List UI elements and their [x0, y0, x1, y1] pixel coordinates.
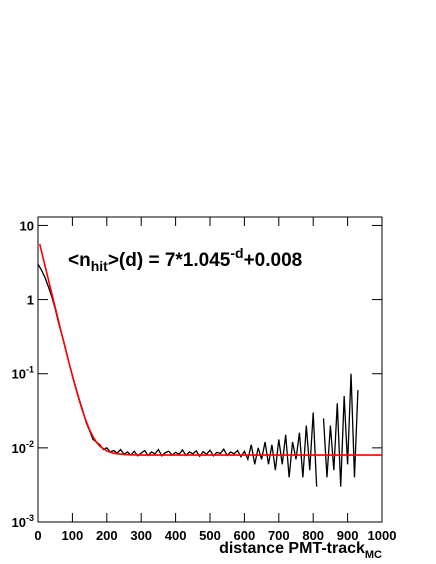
x-tick-label: 800 — [302, 528, 324, 543]
y-tick-base: 10 — [12, 441, 26, 456]
x-tick-label: 400 — [165, 528, 187, 543]
x-tick-label: 200 — [96, 528, 118, 543]
annotation-part: <n — [68, 250, 91, 271]
x-tick-label: 1000 — [368, 528, 397, 543]
y-tick-label: 10-2 — [12, 439, 34, 456]
y-tick-label: 1 — [27, 293, 34, 308]
x-tick-label: 100 — [62, 528, 84, 543]
series-line — [38, 263, 359, 487]
annotation-part: +0.008 — [244, 250, 303, 271]
y-tick-exponent: -2 — [26, 439, 34, 449]
x-label-sub: MC — [365, 549, 382, 561]
x-tick-label: 300 — [130, 528, 152, 543]
y-tick-base: 10 — [12, 367, 26, 382]
annotation-sup: -d — [230, 245, 243, 261]
annotation-sub: hit — [91, 258, 108, 274]
y-tick-exponent: -1 — [26, 365, 34, 375]
y-tick-label: 10-3 — [12, 513, 34, 530]
x-axis-label: distance PMT-trackMC — [219, 540, 382, 561]
x-tick-label: 0 — [34, 528, 41, 543]
y-tick-base: 10 — [12, 515, 26, 530]
x-tick-label: 600 — [234, 528, 256, 543]
y-tick-label: 10 — [20, 218, 34, 233]
x-label-main: distance PMT-track — [219, 540, 365, 557]
series-line — [38, 243, 382, 456]
x-tick-label: 700 — [268, 528, 290, 543]
plot-area — [38, 243, 382, 487]
annotation-part: >(d) = 7*1.045 — [108, 250, 231, 271]
fit-annotation: <nhit>(d) = 7*1.045-d+0.008 — [68, 245, 302, 274]
y-tick-label: 10-1 — [12, 365, 34, 382]
x-tick-label: 900 — [337, 528, 359, 543]
x-tick-label: 500 — [199, 528, 221, 543]
y-tick-exponent: -3 — [26, 513, 34, 523]
